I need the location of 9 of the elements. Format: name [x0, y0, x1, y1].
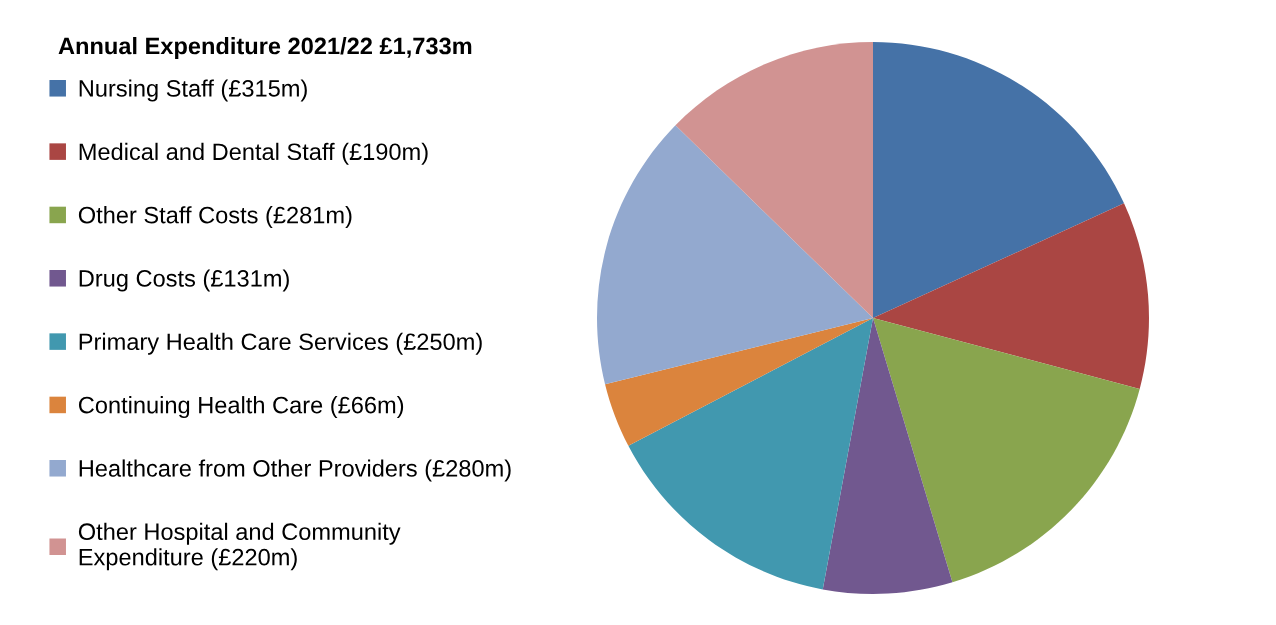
legend-label: Drug Costs (£131m): [79, 269, 289, 292]
chart-title: Annual Expenditure 2021/22 £1,733m: [58, 37, 472, 59]
legend-label: Continuing Health Care (£66m): [78, 396, 404, 419]
legend-label: Medical and Dental Staff (£190m): [79, 142, 428, 165]
legend-label: Other Hospital and Community Expenditure (£220m): [78, 522, 401, 571]
legend-label: Nursing Staff (£315m): [79, 79, 307, 102]
legend-label: Healthcare from Other Providers (£280m): [79, 459, 511, 482]
legend-label: Other Staff Costs (£281m): [78, 206, 352, 229]
legend-label: Primary Health Care Services (£250m): [79, 332, 482, 355]
